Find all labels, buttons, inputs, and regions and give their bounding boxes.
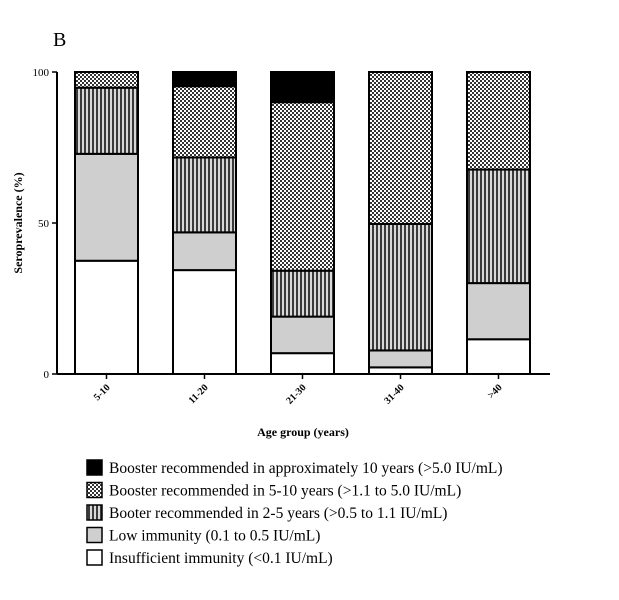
bar-segment-5-10-2 xyxy=(74,86,139,155)
bar-segment->40-3 xyxy=(466,71,531,171)
legend-swatch xyxy=(86,459,103,476)
legend-label: Booter recommended in 2-5 years (>0.5 to… xyxy=(109,505,447,522)
y-axis-title: Seroprevalence (%) xyxy=(11,172,25,273)
x-tick-label: 31-40 xyxy=(382,382,406,406)
x-tick-label: 5-10 xyxy=(92,382,113,403)
bar-segment-21-30-3 xyxy=(270,101,335,272)
bar-segment-11-20-1 xyxy=(172,231,237,272)
legend-swatch xyxy=(86,549,103,566)
y-tick-label: 0 xyxy=(44,369,50,381)
bar-segment-5-10-0 xyxy=(74,259,139,375)
bar-segment-21-30-2 xyxy=(270,269,335,318)
legend-label: Low immunity (0.1 to 0.5 IU/mL) xyxy=(109,528,320,545)
bar-segment-11-20-4 xyxy=(172,71,237,88)
bar-segment-31-40-2 xyxy=(368,222,433,352)
bar-segment-5-10-3 xyxy=(74,71,139,89)
legend-label: Booster recommended in approximately 10 … xyxy=(109,460,503,477)
bar-segment-5-10-1 xyxy=(74,152,139,262)
x-tick-label: 21-30 xyxy=(284,382,308,406)
bar-segment-11-20-3 xyxy=(172,85,237,159)
legend-label: Insufficient immunity (<0.1 IU/mL) xyxy=(109,550,333,567)
bar-segment->40-1 xyxy=(466,282,531,341)
y-tick-label: 50 xyxy=(38,218,50,230)
bar-segment->40-0 xyxy=(466,338,531,375)
bar-segment->40-2 xyxy=(466,168,531,285)
x-axis-title: Age group (years) xyxy=(257,425,349,439)
plot-area: 5-10 11-20 21-30 31-40 >40 0 50 100 xyxy=(33,67,550,407)
legend-swatch xyxy=(86,526,103,544)
bar-segment-11-20-0 xyxy=(172,269,237,375)
legend: Booster recommended in approximately 10 … xyxy=(86,459,503,567)
bar-segment-11-20-2 xyxy=(172,156,237,234)
bar-segment-21-30-0 xyxy=(270,352,335,375)
panel-label: B xyxy=(53,29,66,51)
y-tick-label: 100 xyxy=(33,67,50,79)
bar-segment-31-40-1 xyxy=(368,349,433,369)
x-tick-label: >40 xyxy=(486,382,505,401)
bar-segment-21-30-4 xyxy=(270,71,335,104)
bar-segment-31-40-3 xyxy=(368,71,433,225)
legend-label: Booster recommended in 5-10 years (>1.1 … xyxy=(109,483,461,500)
legend-swatch xyxy=(86,481,103,499)
legend-swatch xyxy=(86,504,103,521)
bar-segment-21-30-1 xyxy=(270,315,335,355)
x-tick-label: 11-20 xyxy=(187,382,211,406)
